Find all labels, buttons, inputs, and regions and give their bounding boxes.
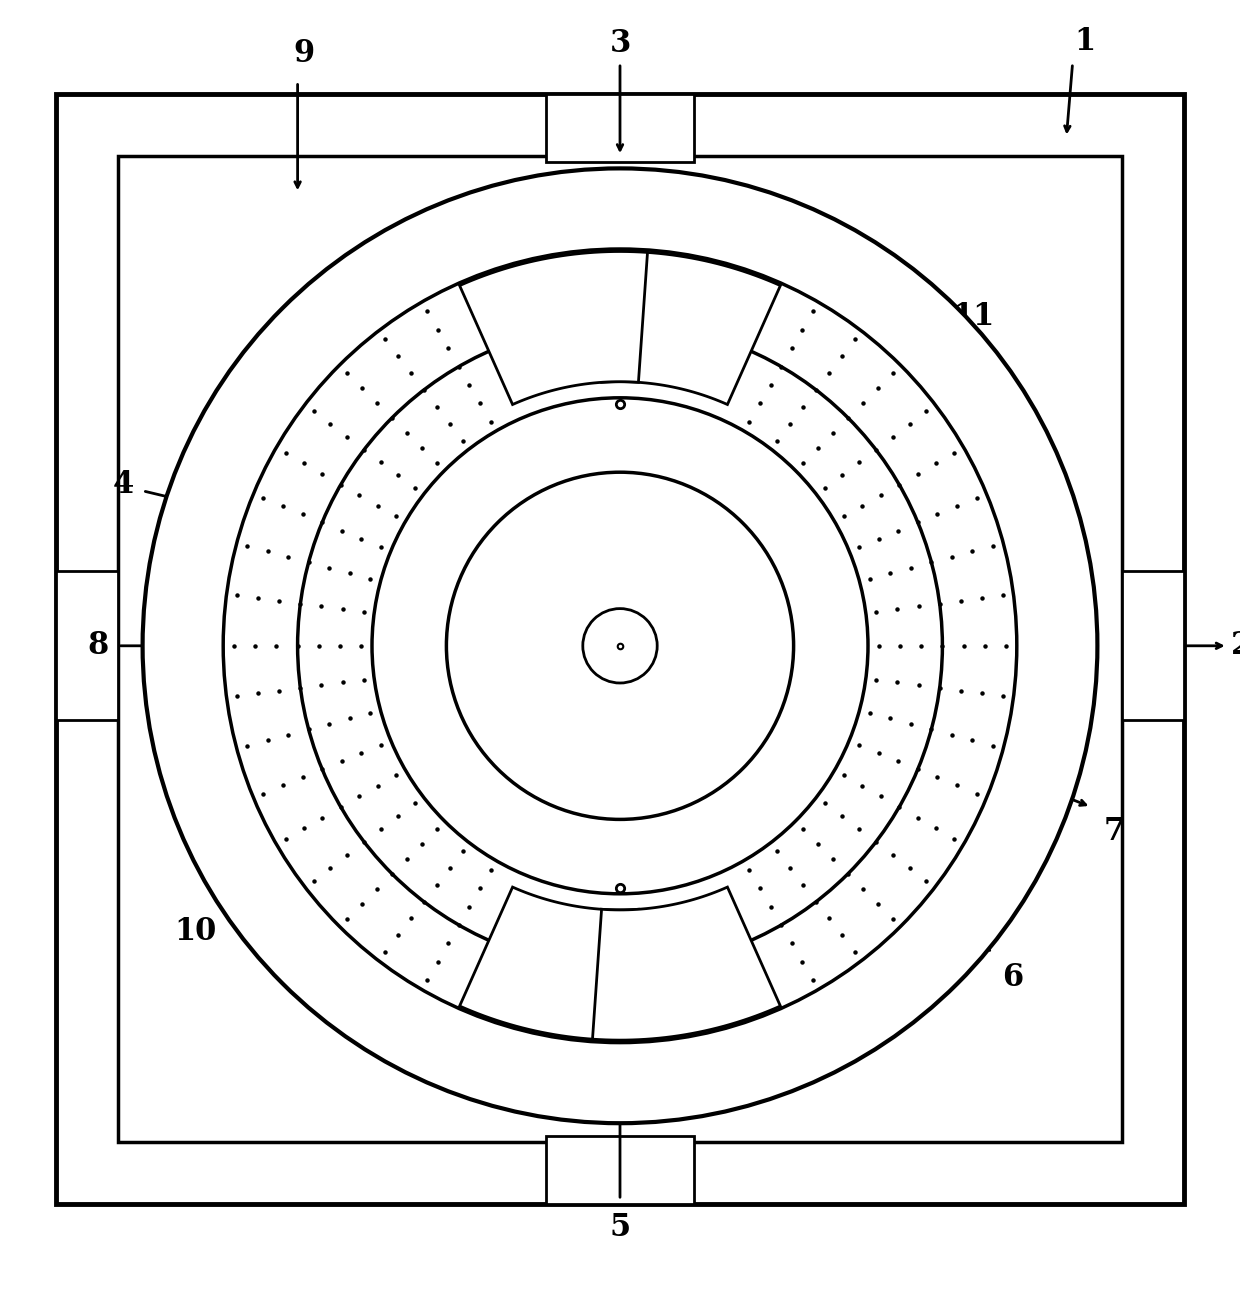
Bar — [1122, 571, 1184, 720]
Polygon shape — [460, 887, 647, 1041]
Polygon shape — [460, 252, 647, 404]
Text: 2: 2 — [1231, 630, 1240, 661]
Bar — [56, 571, 118, 720]
Bar — [546, 1136, 694, 1204]
Text: 11: 11 — [952, 301, 994, 333]
Text: 6: 6 — [1002, 962, 1023, 994]
Circle shape — [446, 472, 794, 819]
Bar — [546, 94, 694, 162]
Circle shape — [298, 323, 942, 968]
Circle shape — [143, 168, 1097, 1123]
Text: 5: 5 — [609, 1213, 631, 1244]
Text: 4: 4 — [113, 469, 134, 501]
Circle shape — [372, 398, 868, 893]
Text: 7: 7 — [1104, 816, 1125, 846]
Circle shape — [223, 249, 1017, 1043]
Bar — [56, 94, 1184, 1204]
Circle shape — [583, 609, 657, 683]
Bar — [118, 156, 1122, 1142]
Text: 3: 3 — [609, 29, 631, 59]
Text: 9: 9 — [293, 38, 315, 69]
Polygon shape — [593, 252, 780, 404]
Text: 10: 10 — [175, 917, 217, 947]
Text: 1: 1 — [1074, 26, 1096, 57]
Text: 8: 8 — [88, 630, 109, 661]
Polygon shape — [593, 887, 780, 1041]
